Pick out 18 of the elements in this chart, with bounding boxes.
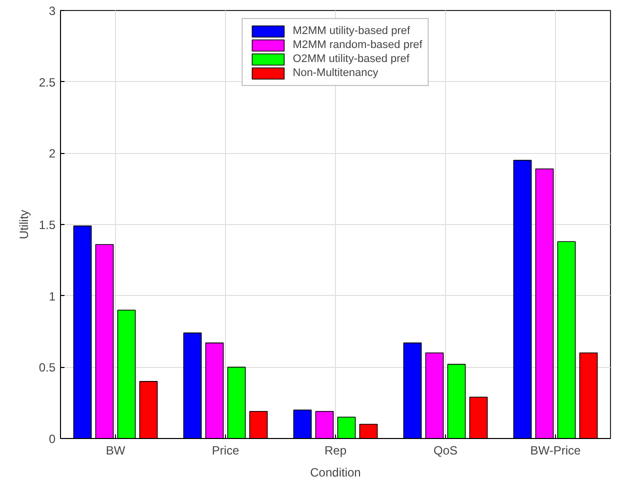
x-tick-label: QoS <box>433 444 458 458</box>
legend-label: M2MM random-based pref <box>292 38 422 52</box>
y-tick-label: 2 <box>48 146 56 161</box>
x-tick-label: Price <box>212 444 240 458</box>
y-tick-label: 2.5 <box>38 75 56 90</box>
legend-label: O2MM utility-based pref <box>292 52 410 66</box>
x-tick-label: BW-Price <box>530 444 582 458</box>
y-tick-label: 3 <box>48 4 56 18</box>
y-tick-label: 1 <box>48 289 56 304</box>
y-tick-label: 0 <box>48 432 56 446</box>
legend-label: M2MM utility-based pref <box>292 24 410 38</box>
y-tick-label: 1.5 <box>38 218 56 232</box>
legend-label: Non-Multitenancy <box>292 66 378 80</box>
x-tick-label: Rep <box>324 444 347 458</box>
y-tick-label: 0.5 <box>38 360 56 375</box>
x-axis-title: Condition <box>310 466 361 480</box>
x-tick-label: BW <box>106 444 126 458</box>
y-axis-title: Utility <box>16 210 31 240</box>
